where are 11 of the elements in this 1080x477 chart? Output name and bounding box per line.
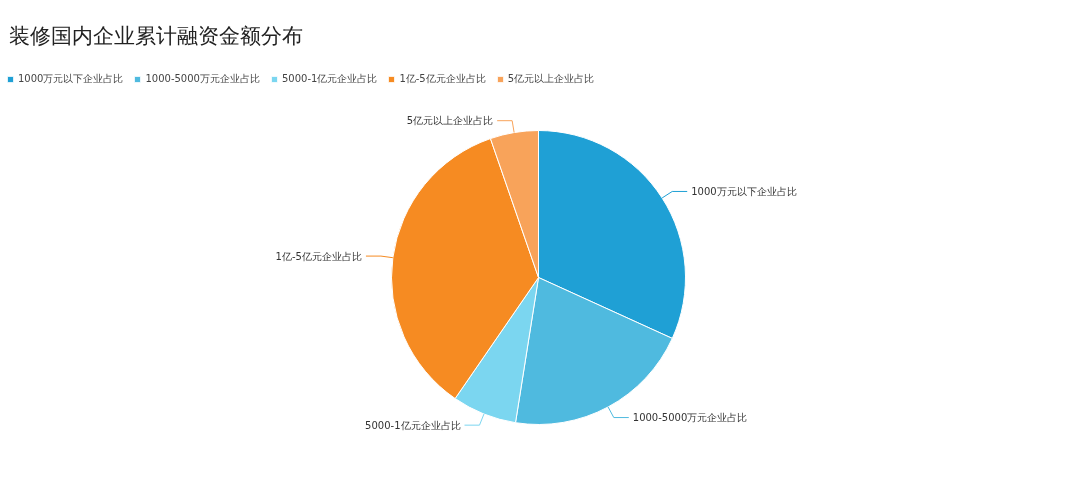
slice-label: 1000万元以下企业占比 [691,185,797,197]
slice-label: 1000-5000万元企业占比 [632,412,748,424]
legend-label: 1000万元以下企业占比 [18,72,124,86]
slice-label: 5亿元以上企业占比 [406,115,494,127]
legend-label: 1000-5000万元企业占比 [145,72,260,86]
chart-title: 装修国内企业累计融资金额分布 [8,23,303,48]
legend-label: 1亿-5亿元企业占比 [399,72,486,86]
slice-label: 1亿-5亿元企业占比 [275,250,362,262]
legend-label: 5亿元以上企业占比 [507,72,595,86]
slice-label: 5000-1亿元企业占比 [365,419,461,431]
legend-label: 5000-1亿元企业占比 [281,72,378,86]
